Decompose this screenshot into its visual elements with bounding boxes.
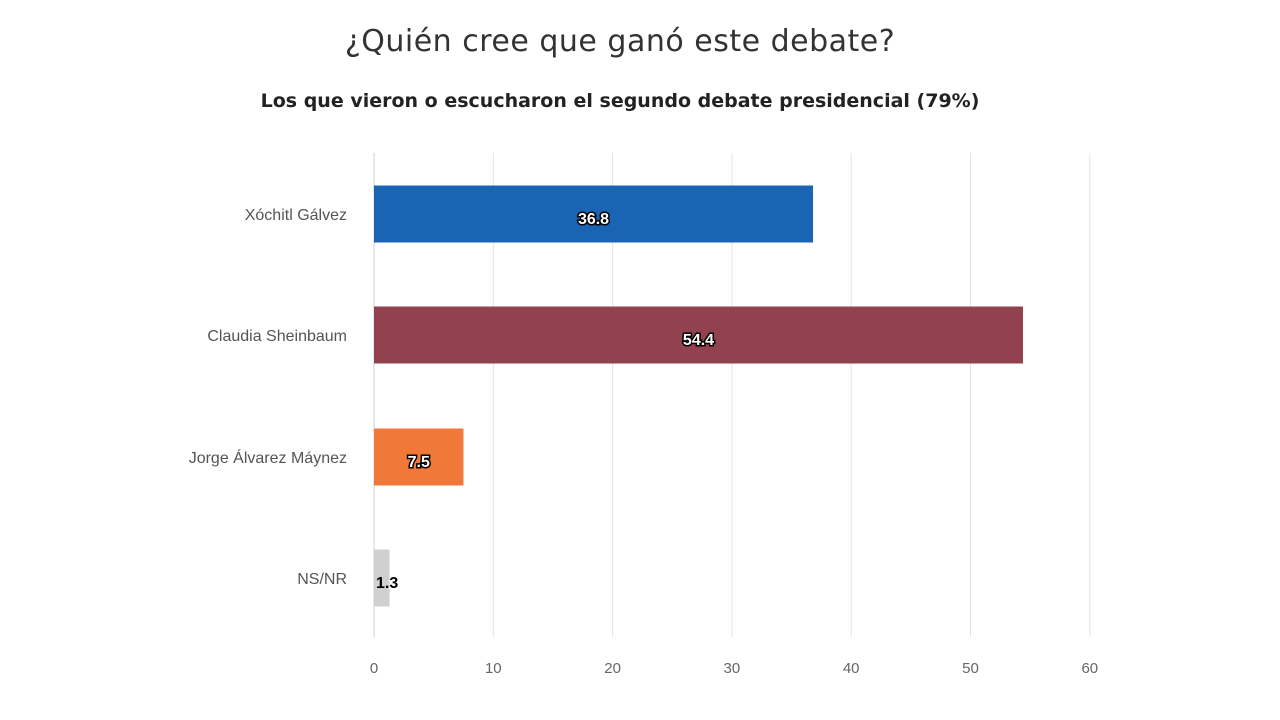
category-label: Xóchitl Gálvez: [245, 207, 347, 224]
x-tick-label: 30: [724, 660, 741, 677]
bar: [374, 306, 1023, 364]
chart-title: ¿Quién cree que ganó este debate?: [344, 24, 896, 59]
x-tick-label: 40: [843, 660, 860, 677]
data-label: 1.3: [376, 575, 398, 592]
x-tick-label: 50: [962, 660, 979, 677]
x-tick-label: 60: [1081, 660, 1098, 677]
category-label: Jorge Álvarez Máynez: [189, 448, 347, 467]
data-label: 36.8: [578, 211, 609, 228]
data-label: 54.4: [683, 332, 714, 349]
bar: [374, 185, 814, 243]
category-label: NS/NR: [297, 571, 347, 588]
category-label: Claudia Sheinbaum: [207, 328, 347, 345]
bar: [374, 428, 464, 486]
bar: [374, 549, 390, 607]
x-tick-label: 0: [370, 660, 378, 677]
chart-subtitle: Los que vieron o escucharon el segundo d…: [260, 90, 980, 112]
x-tick-label: 20: [604, 660, 621, 677]
x-tick-label: 10: [485, 660, 502, 677]
data-label: 7.5: [408, 454, 430, 471]
